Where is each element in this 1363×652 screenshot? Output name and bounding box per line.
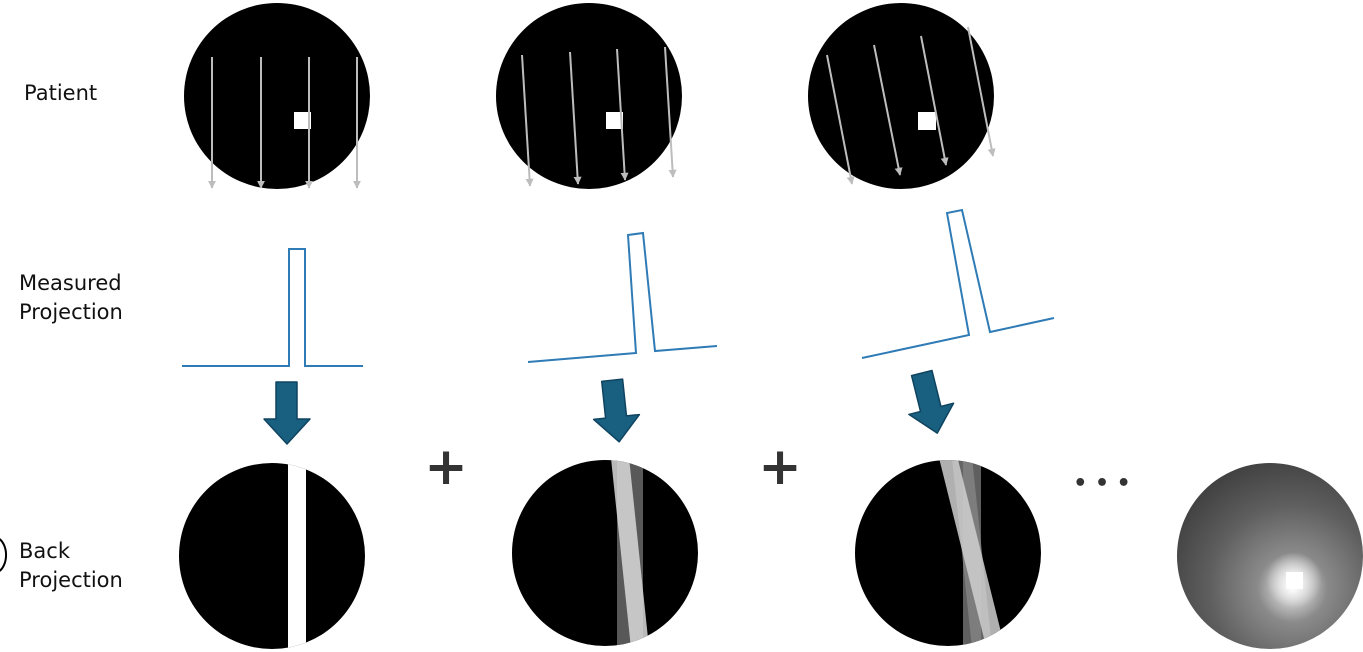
row-label-back-projection: Back Projection [19,539,123,592]
reconstruction-object [1286,572,1303,589]
reconstruction-result [1177,463,1363,649]
cropped-arc [0,538,8,572]
projection-profiles [182,208,1055,367]
projection-profile-1 [182,248,363,367]
ray-arrow [521,54,534,187]
patient-view-2 [496,3,682,189]
back-projection-disc [512,460,698,646]
patient-object [918,112,936,130]
ray-arrow [920,35,949,166]
ellipsis-icon: • • • [1073,471,1131,496]
ray-arrow [569,51,582,185]
back-projection-disc [855,460,1041,646]
down-arrow-icon [263,381,311,445]
ray-group [521,46,677,187]
patient-disc [496,3,682,189]
ray-arrow [967,26,996,157]
back-projection-3 [855,460,1041,646]
plus-icon: + [758,437,802,497]
back-projection-1 [179,463,365,649]
reconstruction-disc [1177,463,1363,649]
ray-arrow [873,44,903,176]
plus-icon: + [424,437,468,497]
down-arrow-icon [592,378,641,443]
ray-group [826,26,996,185]
patient-object [294,112,311,129]
row-label-measured-projection: Measured Projection [19,271,123,324]
down-arrow-icon [908,369,955,434]
back-projection-band [933,460,1012,646]
ray-group [208,57,361,189]
ray-arrow [664,46,677,178]
down-arrows [263,369,955,445]
back-projection-2 [512,460,698,646]
patient-disc [808,3,994,189]
patient-view-1 [184,3,370,189]
back-projection-band [608,460,653,646]
back-projection-disc [179,463,365,649]
ray-arrow [616,48,629,181]
patient-object [606,112,623,129]
row-label-patient: Patient [24,81,98,105]
back-projection-band [288,463,306,649]
ray-arrow [826,54,855,185]
projection-profile-2 [527,231,718,363]
patient-disc [184,3,370,189]
patient-view-3 [808,3,996,189]
projection-profile-3 [861,208,1055,359]
